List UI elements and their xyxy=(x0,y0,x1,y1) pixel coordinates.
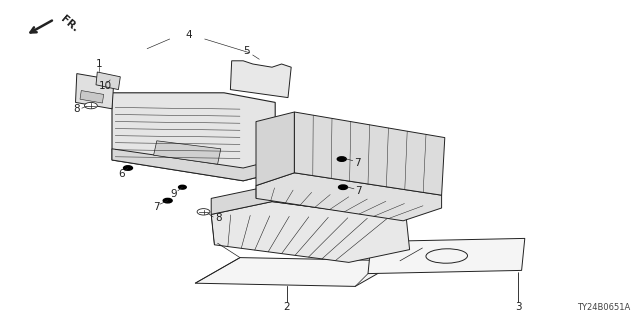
Text: 5: 5 xyxy=(243,46,250,56)
Text: 7: 7 xyxy=(355,186,362,196)
Circle shape xyxy=(124,166,132,170)
Polygon shape xyxy=(272,186,410,219)
Polygon shape xyxy=(112,149,275,181)
Text: 2: 2 xyxy=(284,302,290,312)
Polygon shape xyxy=(96,72,120,90)
Circle shape xyxy=(339,185,348,189)
Text: 3: 3 xyxy=(515,302,522,312)
Text: FR.: FR. xyxy=(59,14,80,34)
Circle shape xyxy=(179,185,186,189)
Polygon shape xyxy=(230,61,291,98)
Text: 8: 8 xyxy=(215,213,221,223)
Polygon shape xyxy=(195,258,400,286)
Text: TY24B0651A: TY24B0651A xyxy=(577,303,630,312)
Text: 6: 6 xyxy=(118,169,125,179)
Text: 7: 7 xyxy=(355,157,361,168)
Circle shape xyxy=(197,209,210,215)
Text: 4: 4 xyxy=(186,30,192,40)
Text: 10: 10 xyxy=(99,81,112,92)
Circle shape xyxy=(337,157,346,161)
Ellipse shape xyxy=(426,249,467,263)
Polygon shape xyxy=(256,173,442,221)
Circle shape xyxy=(84,102,97,109)
Text: 7: 7 xyxy=(154,202,160,212)
Text: 8: 8 xyxy=(74,104,80,115)
Polygon shape xyxy=(154,141,221,164)
Polygon shape xyxy=(256,112,294,186)
Polygon shape xyxy=(211,202,410,262)
Polygon shape xyxy=(368,238,525,274)
Text: 1: 1 xyxy=(96,59,102,69)
Polygon shape xyxy=(112,93,275,181)
Polygon shape xyxy=(80,91,104,103)
Polygon shape xyxy=(211,186,272,214)
Circle shape xyxy=(163,198,172,203)
Text: 9: 9 xyxy=(171,189,177,199)
Polygon shape xyxy=(294,112,445,195)
Polygon shape xyxy=(76,74,114,109)
